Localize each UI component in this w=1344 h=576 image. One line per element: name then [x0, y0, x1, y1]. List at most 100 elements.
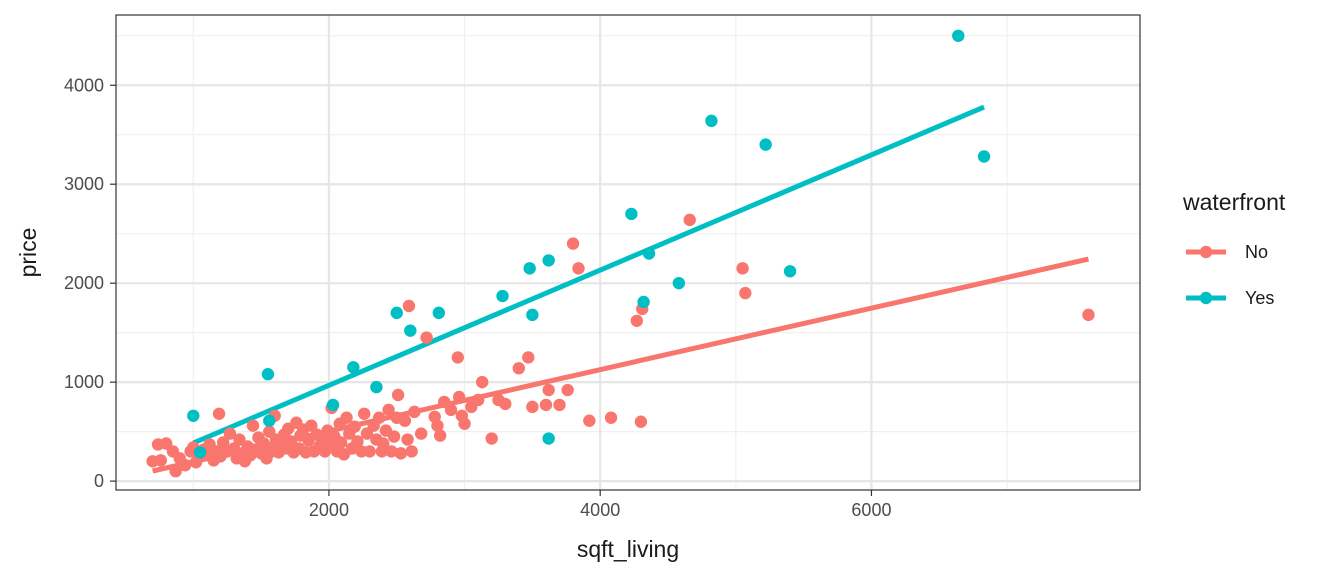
- point-no: [233, 433, 246, 446]
- point-yes: [390, 306, 403, 320]
- point-yes: [705, 114, 718, 128]
- point-no: [452, 390, 466, 404]
- point-no: [212, 407, 226, 421]
- point-no: [630, 314, 644, 327]
- point-no: [736, 262, 749, 275]
- point-no: [385, 445, 398, 458]
- point-no: [1082, 308, 1095, 322]
- point-no: [542, 383, 555, 397]
- y-tick-label: 1000: [64, 372, 104, 392]
- point-no: [305, 419, 318, 432]
- point-no: [539, 398, 553, 412]
- legend: waterfront No Yes: [1182, 189, 1286, 308]
- point-no: [553, 398, 566, 412]
- x-axis: 2000 4000 6000: [309, 490, 891, 520]
- point-no: [433, 429, 447, 442]
- legend-item-yes: Yes: [1186, 288, 1274, 308]
- point-no: [526, 400, 539, 414]
- point-yes: [263, 414, 276, 427]
- point-no: [284, 435, 298, 448]
- point-yes: [783, 265, 797, 278]
- point-no: [634, 415, 648, 428]
- point-yes: [977, 150, 991, 163]
- y-axis-title: price: [15, 228, 41, 278]
- point-no: [471, 393, 485, 407]
- point-no: [444, 403, 458, 417]
- point-no: [372, 411, 386, 424]
- point-yes: [759, 138, 772, 151]
- panel-border: [115, 14, 1141, 491]
- point-no: [561, 383, 574, 397]
- x-tick-label: 6000: [851, 500, 891, 520]
- point-no: [499, 397, 512, 411]
- point-yes: [187, 409, 200, 422]
- y-tick-label: 4000: [64, 75, 104, 95]
- legend-title: waterfront: [1182, 189, 1286, 215]
- point-no: [408, 405, 421, 419]
- point-no: [246, 419, 260, 432]
- point-no: [257, 437, 271, 450]
- point-yes: [193, 446, 207, 459]
- point-yes: [642, 247, 656, 260]
- point-no: [522, 351, 535, 364]
- y-tick-label: 3000: [64, 174, 104, 194]
- point-no: [451, 351, 464, 364]
- point-no: [475, 375, 489, 389]
- point-no: [431, 419, 444, 432]
- point-no: [334, 436, 348, 449]
- y-tick-label: 2000: [64, 273, 104, 293]
- point-yes: [432, 306, 445, 320]
- point-yes: [347, 361, 360, 374]
- point-no: [394, 447, 408, 460]
- point-yes: [496, 289, 509, 303]
- point-yes: [261, 368, 275, 381]
- point-no: [169, 464, 182, 478]
- point-yes: [637, 295, 650, 309]
- point-yes: [672, 276, 686, 290]
- point-no: [485, 432, 498, 445]
- point-no: [402, 299, 416, 313]
- data-points: [146, 29, 1095, 478]
- point-no: [512, 362, 526, 375]
- point-no: [178, 459, 192, 472]
- point-yes: [523, 262, 536, 275]
- point-yes: [404, 324, 417, 337]
- point-no: [405, 445, 418, 458]
- point-yes: [952, 29, 965, 42]
- point-no: [398, 414, 412, 427]
- point-no: [363, 445, 376, 458]
- y-axis: 0 1000 2000 3000 4000: [64, 75, 116, 491]
- point-no: [739, 286, 752, 300]
- legend-label: Yes: [1245, 288, 1274, 308]
- point-no: [391, 388, 405, 402]
- point-no: [358, 407, 371, 421]
- point-no: [583, 414, 596, 427]
- fit-line-yes: [192, 104, 986, 446]
- point-no: [387, 430, 401, 443]
- legend-label: No: [1245, 242, 1268, 262]
- legend-key-point: [1199, 245, 1213, 259]
- x-axis-title: sqft_living: [577, 536, 679, 562]
- point-no: [414, 427, 428, 440]
- point-no: [340, 411, 353, 424]
- y-tick-label: 0: [94, 471, 104, 491]
- point-no: [572, 262, 585, 275]
- point-no: [420, 331, 433, 344]
- minor-gridlines: [116, 15, 1140, 490]
- x-tick-label: 4000: [580, 500, 620, 520]
- point-no: [154, 454, 167, 467]
- point-yes: [526, 308, 539, 322]
- point-no: [566, 237, 580, 250]
- point-no: [604, 411, 618, 424]
- point-no: [376, 437, 390, 450]
- point-no: [401, 433, 414, 446]
- point-no: [683, 213, 696, 227]
- point-yes: [326, 398, 340, 412]
- point-yes: [370, 380, 383, 394]
- point-yes: [542, 432, 555, 445]
- point-no: [351, 435, 364, 448]
- x-tick-label: 2000: [309, 500, 349, 520]
- point-no: [382, 403, 395, 417]
- point-yes: [542, 254, 555, 267]
